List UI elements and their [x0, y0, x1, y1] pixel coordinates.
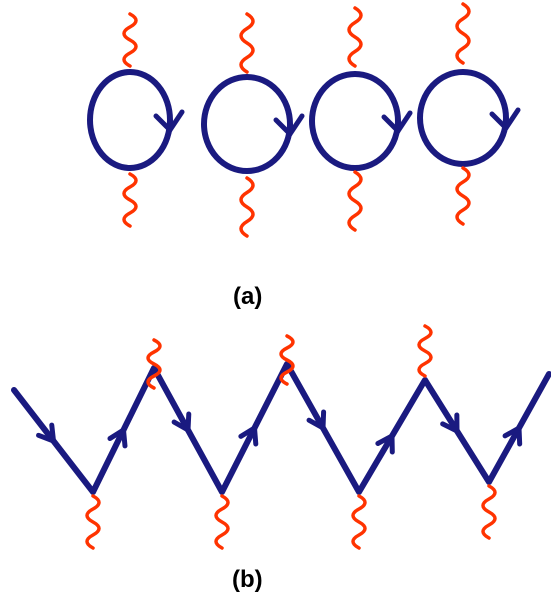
arrow-head-icon: [440, 412, 460, 434]
photon-line-top: [417, 324, 433, 378]
photon-line-bottom: [351, 494, 367, 550]
fermion-loop: [417, 69, 509, 167]
fermion-loop: [201, 74, 293, 174]
photon-line-top: [347, 6, 363, 68]
fermion-loop: [87, 69, 173, 171]
arrow-stroke: [375, 433, 395, 447]
arrow-head-icon: [171, 411, 192, 433]
panel-label-b: (b): [232, 566, 263, 593]
arrow-stroke-right: [395, 110, 413, 134]
panel-a-bubble-chain: [87, 2, 521, 238]
arrow-stroke-right: [287, 113, 305, 137]
arrow-head-icon: [238, 425, 259, 447]
chevron-down-icon: [489, 107, 521, 131]
arrow-stroke: [185, 411, 192, 433]
photon-line-bottom: [239, 176, 255, 238]
arrow-head-icon: [375, 433, 395, 455]
fermion-loop: [309, 71, 401, 171]
chevron-down-icon: [381, 110, 413, 134]
photon-line-bottom: [122, 172, 138, 228]
chevron-down-icon: [273, 113, 305, 137]
arrow-head-icon: [502, 425, 523, 447]
photon-line-top: [239, 12, 255, 74]
arrow-stroke-left: [381, 114, 401, 134]
photon-line-top: [146, 338, 162, 390]
photon-line-bottom: [481, 484, 497, 540]
fermion-zigzag-line: [11, 361, 551, 495]
arrow-stroke: [238, 425, 257, 439]
arrow-head-icon: [306, 409, 327, 431]
photon-line-bottom: [85, 494, 101, 550]
chevron-down-icon: [153, 109, 185, 133]
arrow-stroke-right: [503, 107, 521, 131]
photon-line-top: [279, 334, 295, 386]
arrow-stroke-left: [273, 117, 293, 137]
photon-line-top: [455, 2, 471, 65]
arrow-stroke-right: [167, 109, 185, 133]
photon-line-bottom: [347, 170, 363, 232]
photon-line-bottom: [455, 166, 471, 226]
arrow-stroke-left: [489, 111, 509, 131]
arrow-stroke: [107, 427, 126, 442]
arrow-head-icon: [107, 427, 128, 449]
photon-line-bottom: [214, 494, 230, 550]
arrow-stroke: [502, 425, 522, 439]
panel-label-a: (a): [233, 283, 263, 310]
photon-line-top: [122, 12, 138, 68]
arrow-stroke-left: [153, 113, 173, 133]
arrow-stroke: [320, 409, 327, 431]
panel-b-zigzag-chain: [11, 324, 551, 550]
arrow-head-icon: [36, 422, 56, 444]
arrow-stroke: [49, 422, 56, 444]
